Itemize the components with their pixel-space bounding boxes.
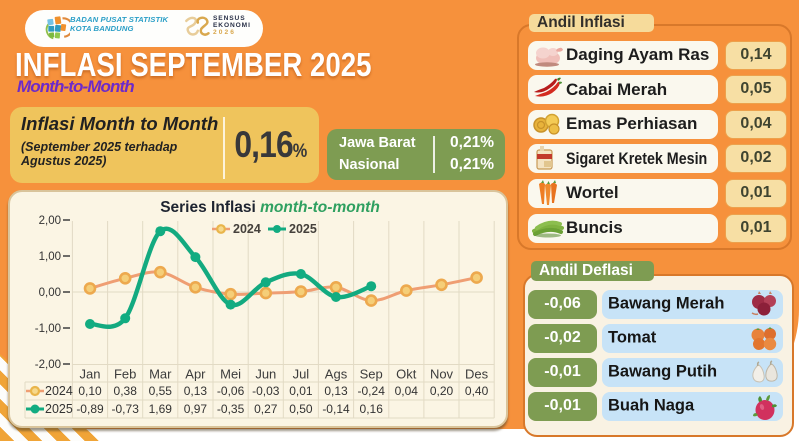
svg-text:0,20: 0,20 [430,384,454,398]
svg-text:0,00: 0,00 [39,287,61,299]
svg-text:0,01: 0,01 [289,384,313,398]
svg-text:Mei: Mei [220,367,241,382]
svg-text:2025: 2025 [289,222,317,236]
svg-text:Okt: Okt [396,367,417,382]
svg-text:-0,35: -0,35 [217,402,245,416]
svg-text:0,38: 0,38 [114,384,138,398]
svg-text:-0,14: -0,14 [322,402,350,416]
svg-text:Ags: Ags [325,367,348,382]
svg-text:0,50: 0,50 [289,402,313,416]
svg-text:-0,89: -0,89 [76,402,104,416]
svg-text:0,16: 0,16 [360,402,384,416]
svg-text:-0,06: -0,06 [217,384,245,398]
svg-text:-0,03: -0,03 [252,384,280,398]
svg-text:Jul: Jul [293,367,310,382]
svg-text:-0,24: -0,24 [358,384,386,398]
svg-text:2024: 2024 [233,222,261,236]
svg-text:Des: Des [465,367,489,382]
svg-text:-2,00: -2,00 [35,359,61,371]
svg-text:Nov: Nov [430,367,454,382]
svg-text:0,40: 0,40 [465,384,489,398]
svg-text:1,00: 1,00 [39,251,61,263]
svg-text:0,13: 0,13 [184,384,208,398]
svg-text:0,13: 0,13 [324,384,348,398]
svg-text:-0,73: -0,73 [112,402,140,416]
svg-text:0,55: 0,55 [149,384,173,398]
svg-text:0,04: 0,04 [395,384,419,398]
svg-text:-1,00: -1,00 [35,323,61,335]
svg-text:Mar: Mar [149,367,172,382]
svg-text:2024: 2024 [45,384,73,398]
svg-text:2,00: 2,00 [39,215,61,227]
svg-text:0,27: 0,27 [254,402,278,416]
svg-text:Sep: Sep [360,367,383,382]
svg-text:Apr: Apr [185,367,206,382]
svg-text:Jan: Jan [80,367,101,382]
svg-text:Jun: Jun [255,367,276,382]
svg-text:2025: 2025 [45,402,73,416]
svg-text:0,10: 0,10 [78,384,102,398]
svg-text:1,69: 1,69 [149,402,173,416]
svg-text:0,97: 0,97 [184,402,208,416]
svg-text:Feb: Feb [114,367,136,382]
